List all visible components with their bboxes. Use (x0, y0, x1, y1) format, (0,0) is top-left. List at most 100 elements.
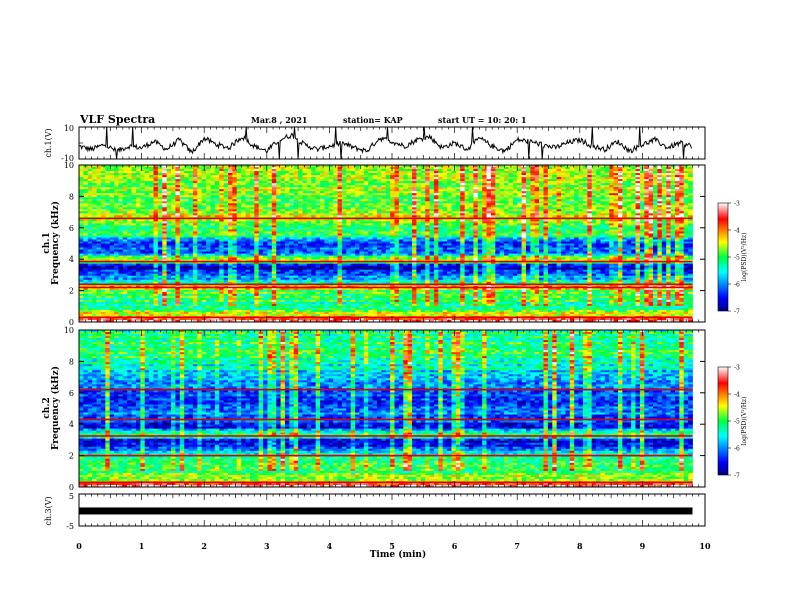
spec1-cell (96, 181, 102, 184)
spec1-cell (508, 179, 514, 182)
spec1-cell (315, 165, 321, 168)
spec1-cell (473, 173, 479, 176)
spec1-cell (166, 167, 172, 170)
spec1-cell (376, 185, 382, 188)
spec1-cell (495, 169, 501, 172)
spec1-cell (569, 185, 575, 188)
spec1-cell (227, 171, 233, 174)
spec1-cell (232, 175, 238, 178)
spec1-cell (320, 185, 325, 188)
spec1-cell (438, 169, 444, 172)
spec1-cell (306, 179, 312, 182)
spec1-cell (254, 169, 260, 172)
spec1-cell (254, 177, 260, 180)
spec1-cell (631, 171, 636, 174)
spec1-cell (447, 171, 452, 174)
spec1-cell (363, 177, 369, 180)
spec1-cell (679, 175, 685, 178)
spec1-cell (280, 185, 286, 188)
spec1-cell (385, 181, 391, 184)
spec1-cell (425, 185, 430, 188)
spec1-cell (118, 179, 124, 182)
spec1-cell (683, 171, 689, 174)
spec1-cell (245, 187, 251, 190)
spec1-cell (276, 187, 281, 190)
spec1-cell (600, 167, 606, 170)
spec1-cell (368, 167, 373, 170)
spec1-cell (429, 181, 435, 184)
spec1-cell (149, 165, 154, 168)
spec1-cell (267, 179, 273, 182)
spec1-cell (162, 175, 168, 178)
spec1-cell (149, 171, 154, 174)
spec1-cell (192, 167, 198, 170)
spec1-cell (578, 167, 584, 170)
spec1-cell (508, 187, 514, 190)
spec1-cell (372, 173, 378, 176)
spec1-cell (368, 189, 373, 192)
spec1-cell (412, 179, 417, 182)
spec1-cell (368, 177, 373, 180)
spec1-cell (175, 165, 181, 168)
spec1-cell (302, 165, 308, 168)
spec1-cell (267, 171, 273, 174)
spec1-cell (293, 175, 299, 178)
spec1-cell (254, 175, 260, 178)
spec1-cell (280, 177, 286, 180)
spec1-cell (499, 171, 505, 174)
spec1-cell (192, 179, 198, 182)
spec1-cell (679, 183, 685, 186)
spec1-cell (442, 173, 448, 176)
spec1-cell (613, 181, 619, 184)
spec1-cell (341, 173, 347, 176)
spec1-cell (249, 173, 255, 176)
spec1-cell (83, 181, 89, 184)
spec1-cell (407, 177, 413, 180)
spec1-cell (263, 179, 268, 182)
spec1-cell (403, 179, 409, 182)
spec1-cell (451, 179, 457, 182)
spec1-cell (258, 173, 264, 176)
spec1-cell (298, 185, 303, 188)
spec1-cell (311, 187, 317, 190)
spec1-cell (582, 167, 588, 170)
spec1-cell (135, 175, 141, 178)
spec1-cell (372, 189, 378, 192)
spec1-cell (591, 175, 597, 178)
spec1-cell (114, 181, 119, 184)
spec1-cell (206, 189, 211, 192)
spec1-cell (267, 175, 273, 178)
spec1-cell (416, 171, 422, 174)
spec1-cell (473, 171, 479, 174)
spec1-cell (648, 185, 654, 188)
spec1-cell (100, 189, 106, 192)
spec1-cell (223, 187, 229, 190)
spec1-cell (398, 175, 404, 178)
spec1-cell (381, 187, 387, 190)
spec1-cell (376, 187, 382, 190)
spec1-cell (425, 173, 430, 176)
spec1-cell (214, 169, 220, 172)
spec1-cell (79, 189, 84, 192)
spec1-cell (604, 175, 610, 178)
spec1-cell (613, 173, 619, 176)
spec1-cell (622, 165, 628, 168)
spec1-cell (166, 181, 172, 184)
spec1-cell (144, 177, 150, 180)
spec1-cell (622, 177, 628, 180)
spec1-cell (683, 167, 689, 170)
spec1-cell (609, 175, 614, 178)
spec1-cell (135, 185, 141, 188)
spec1-cell (341, 189, 347, 192)
spec1-cell (289, 181, 295, 184)
spec1-cell (341, 171, 347, 174)
spec1-cell (184, 169, 189, 172)
spec1-cell (100, 185, 106, 188)
spec1-cell (613, 169, 619, 172)
spec1-cell (499, 187, 505, 190)
spec1-cell (433, 185, 439, 188)
spec1-cell (561, 169, 566, 172)
spec1-cell (306, 173, 312, 176)
spec1-cell (381, 173, 387, 176)
spec1-cell (289, 167, 295, 170)
